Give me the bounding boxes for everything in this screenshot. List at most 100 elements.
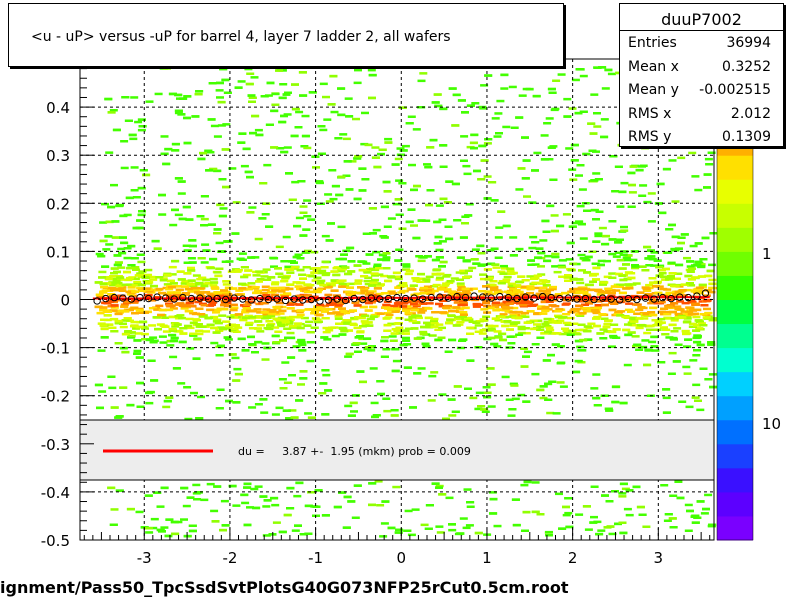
color-scale-band [717,155,753,180]
profile-point [538,292,547,301]
color-scale-band [717,179,753,204]
color-scale-band [717,347,753,373]
y-tick-label: -0.5 [41,532,70,550]
color-scale-band [717,251,753,276]
y-tick-label: 0.4 [46,99,70,117]
profile-point [384,294,393,303]
profile-point [196,294,204,302]
stat-label-rms-y: RMS y [628,129,672,145]
stats-box: duuP7002 Entries 36994 Mean x 0.3252 Mea… [619,3,784,147]
y-tick-label: 0 [60,292,70,310]
stats-separator [620,30,783,31]
profile-point [590,295,598,304]
color-scale-band [717,275,753,300]
color-scale-band [717,323,753,349]
profile-point [658,293,667,302]
profile-point [119,294,127,302]
profile-point [616,296,624,304]
profile-point [504,293,513,302]
profile-point [256,294,264,303]
color-scale-band [717,203,753,228]
profile-markers [93,289,710,305]
profile-point [264,295,273,304]
profile-point [667,294,675,303]
fit-line [92,296,710,300]
profile-point [650,295,658,303]
x-tick-label: 3 [654,549,664,567]
profile-point [581,294,590,303]
color-scale-label: 10 [762,415,781,433]
stat-label-entries: Entries [628,35,677,51]
x-tick-label: -3 [137,549,152,567]
color-scale-band [717,371,753,397]
y-tick-label: 0.2 [46,195,70,213]
profile-point [641,294,650,302]
profile-point [564,294,573,302]
profile-point [161,294,170,302]
profile-point [102,294,110,303]
x-tick-label: 1 [482,549,492,567]
title-box: <u - uP> versus -uP for barrel 4, layer … [8,3,564,67]
profile-point [393,293,401,302]
fit-line-segment [92,296,710,300]
x-tick-label: -2 [222,549,237,567]
profile-point [633,295,641,304]
profile-point [376,295,384,303]
y-tick-label: -0.4 [41,484,70,502]
profile-point [281,296,290,305]
profile-point [701,289,710,297]
profile-point [436,293,444,301]
profile-point [530,294,538,302]
profile-point [239,295,247,303]
profile-point [444,294,453,302]
profile-point [693,292,701,300]
color-scale-band [717,491,753,517]
profile-point [324,296,333,304]
profile-point [273,295,281,303]
profile-point [470,292,478,300]
stat-label-rms-x: RMS x [628,106,672,122]
profile-point [299,296,307,304]
y-tick-label: 0.1 [46,243,70,261]
profile-point [573,295,581,303]
color-scale-band [717,299,753,325]
y-tick-label: -0.3 [41,436,70,454]
profile-point [684,293,692,302]
fit-legend-text: du = 3.87 +- 1.95 (mkm) prob = 0.009 [238,445,471,458]
color-scale-band [717,419,753,445]
profile-point [676,293,684,301]
profile-point [453,292,461,301]
profile-point [513,294,521,303]
profile-point [521,293,530,301]
profile-point [478,293,487,301]
grid-lines [80,59,714,540]
profile-point [427,293,435,302]
profile-point [221,295,230,304]
color-scale-label: 1 [762,245,772,263]
profile-point [333,295,341,303]
profile-point [359,295,367,304]
profile-point [487,294,495,302]
color-scale-band [717,467,753,493]
profile-point [401,294,410,303]
stat-value-mean-x: 0.3252 [722,59,771,75]
profile-point [624,294,633,303]
profile-point [419,295,427,303]
y-tick-label: 0.3 [46,147,70,165]
profile-point [350,294,358,303]
profile-point [136,293,144,302]
stat-value-rms-x: 2.012 [730,106,771,122]
stat-label-mean-x: Mean x [628,59,679,75]
profile-point [144,294,153,303]
profile-point [341,296,350,305]
profile-point [410,294,418,302]
stat-value-rms-y: 0.1309 [722,129,771,145]
profile-point [496,292,504,301]
color-scale-band [717,227,753,252]
profile-point [547,293,555,302]
color-scale-band [717,443,753,469]
profile-point [153,293,161,301]
profile-point [170,295,178,303]
profile-point [230,294,238,302]
y-tick-label: -0.2 [41,388,70,406]
